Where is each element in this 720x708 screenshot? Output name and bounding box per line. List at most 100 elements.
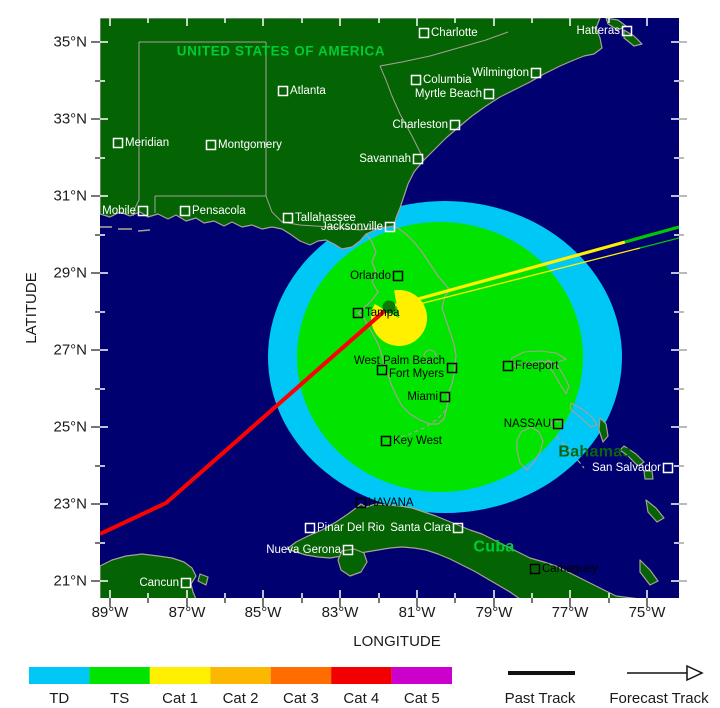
city-label: Key West <box>393 435 443 447</box>
y-tick-label: 27°N <box>53 342 87 359</box>
city-marker <box>304 522 316 534</box>
city-marker <box>449 119 461 131</box>
city-label: Miami <box>407 391 438 403</box>
city-marker <box>179 205 191 217</box>
city-marker <box>282 212 294 224</box>
legend-swatch-td <box>29 667 90 684</box>
past-track-line <box>100 305 391 536</box>
andros-outline <box>516 426 544 471</box>
region-label: Cuba <box>473 539 514 556</box>
city-marker <box>662 462 674 474</box>
city-label: NASSAU <box>504 418 551 430</box>
grand-bahama-outline <box>510 350 567 368</box>
legend-swatch-cat-4 <box>331 667 392 684</box>
legend-swatch-label: Cat 4 <box>343 690 379 707</box>
city-marker <box>352 307 364 319</box>
city-label: Pinar Del Rio <box>317 522 385 534</box>
city-label: Camaguey <box>542 563 598 575</box>
region-label: UNITED STATES OF AMERICA <box>177 44 385 59</box>
florida-outline <box>357 225 457 425</box>
wind-swath-ts <box>297 222 583 492</box>
city-marker <box>277 85 289 97</box>
city-label: Cancun <box>139 577 179 589</box>
acklins-island <box>645 499 665 523</box>
barrier-island-dash <box>137 229 151 232</box>
us-mainland <box>100 18 603 250</box>
long-island <box>619 445 645 467</box>
city-marker <box>376 364 388 376</box>
legend-swatch-label: Cat 3 <box>283 690 319 707</box>
city-label: Meridian <box>125 137 169 149</box>
city-marker <box>355 497 367 509</box>
city-label: Nueva Gerona <box>266 544 341 556</box>
city-marker <box>412 153 424 165</box>
hatteras-island-2 <box>623 29 643 47</box>
y-tick-label: 23°N <box>53 496 87 513</box>
state-border <box>132 42 140 217</box>
storm-center-dot <box>382 300 396 314</box>
city-marker <box>452 522 464 534</box>
city-marker <box>384 221 396 233</box>
city-label: Freeport <box>515 360 559 372</box>
city-label: Pensacola <box>192 205 246 217</box>
city-marker <box>446 362 458 374</box>
city-marker <box>137 205 149 217</box>
y-tick-label: 33°N <box>53 111 87 128</box>
legend-swatch-cat-3 <box>270 667 332 684</box>
legend-forecast-track-label: Forecast Track <box>609 690 709 707</box>
city-label: Mobile <box>102 205 136 217</box>
city-label: Orlando <box>350 270 391 282</box>
cozumel <box>197 573 209 586</box>
eleuthera-outline <box>569 402 598 428</box>
x-tick-label: 89°W <box>92 604 130 621</box>
cuba <box>286 503 637 598</box>
legend-forecast-arrow-icon <box>686 664 704 682</box>
florida-keys-outline <box>385 409 447 442</box>
city-marker <box>342 544 354 556</box>
city-label: San Salvador <box>592 462 661 474</box>
forecast-cone-line-green <box>639 237 679 249</box>
city-label: Savannah <box>359 153 411 165</box>
city-marker <box>112 137 124 149</box>
y-tick-label: 35°N <box>53 34 87 51</box>
x-tick-label: 79°W <box>476 604 514 621</box>
city-label: Santa Clara <box>390 522 451 534</box>
city-label: HAVANA <box>368 497 414 509</box>
city-label: Charleston <box>392 119 448 131</box>
legend-swatch-cat-5 <box>391 667 453 684</box>
city-marker <box>180 577 192 589</box>
state-border <box>265 195 395 231</box>
legend-swatch-label: Cat 2 <box>223 690 259 707</box>
exuma-chain-outline <box>555 435 585 469</box>
y-axis-title: LATITUDE <box>23 272 40 343</box>
forecast-cone-line-yellow <box>391 247 641 312</box>
city-label: Hatteras <box>577 25 621 37</box>
city-marker <box>439 391 451 403</box>
x-tick-label: 77°W <box>552 604 590 621</box>
y-tick-label: 31°N <box>53 188 87 205</box>
legend-swatch-cat-2 <box>210 667 271 684</box>
city-marker <box>205 139 217 151</box>
san-salvador-island <box>643 470 654 480</box>
city-label: Charlotte <box>431 27 478 39</box>
y-tick-label: 29°N <box>53 265 87 282</box>
city-marker <box>392 270 404 282</box>
x-axis-title: LONGITUDE <box>353 633 441 650</box>
wind-swath-cat1 <box>371 289 428 346</box>
legend-swatch-cat-1 <box>149 667 211 684</box>
x-tick-label: 81°W <box>399 604 437 621</box>
region-label: Bahamas <box>558 444 631 461</box>
lake-okeechobee-outline <box>423 349 437 363</box>
state-border <box>379 31 509 67</box>
city-label: Tampa <box>365 307 400 319</box>
y-tick-label: 25°N <box>53 419 87 436</box>
x-tick-label: 85°W <box>245 604 283 621</box>
forecast-track-line-green <box>624 225 679 244</box>
city-marker <box>530 67 542 79</box>
city-marker <box>529 563 541 575</box>
city-marker <box>418 27 430 39</box>
city-label: Jacksonville <box>321 221 383 233</box>
ragged-island <box>639 559 659 586</box>
